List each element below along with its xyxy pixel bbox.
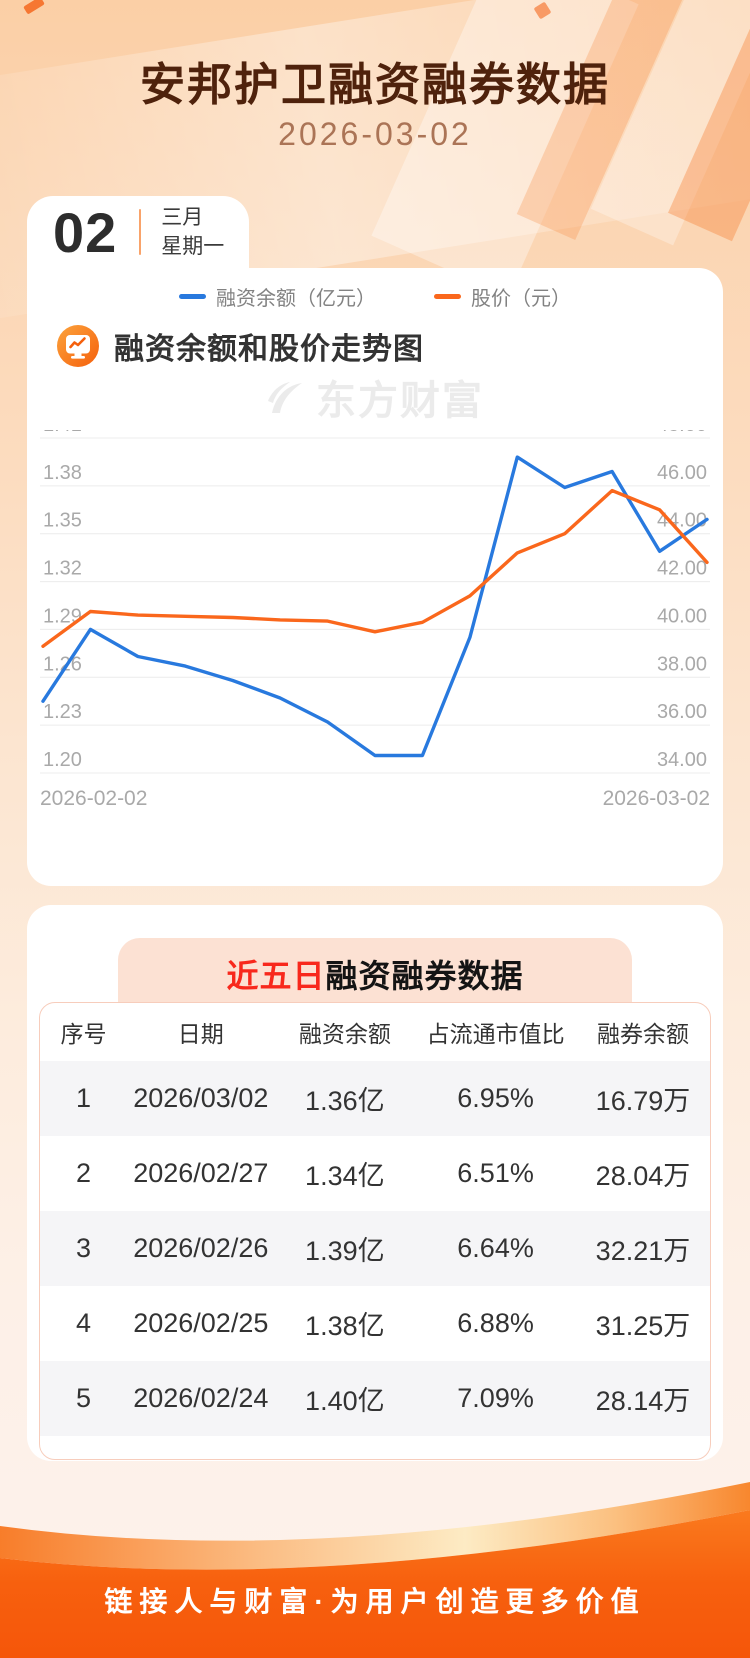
legend-label: 融资余额（亿元） [216, 288, 376, 310]
chart-title: 融资余额和股价走势图 [114, 333, 424, 366]
table-cell: 2 [76, 1158, 92, 1188]
svg-text:1.32: 1.32 [43, 558, 82, 580]
table-cell: 32.21万 [595, 1236, 691, 1266]
table-cell: 31.25万 [595, 1311, 691, 1341]
svg-text:46.00: 46.00 [657, 462, 707, 484]
eastmoney-logo-icon [268, 382, 302, 413]
date-badge: 02 三月 星期一 [27, 196, 249, 268]
chart-card: 融资余额和股价走势图 东方财富 1.4148.001.3846.001.3544… [27, 268, 723, 886]
table-cell: 2026/02/26 [133, 1233, 269, 1263]
table-cell: 1.36亿 [305, 1086, 385, 1116]
date-badge-day: 02 [53, 200, 118, 264]
bg-corner-dash [533, 1, 552, 20]
svg-text:1.23: 1.23 [43, 701, 82, 723]
page-date: 2026-03-02 [278, 116, 472, 152]
banner-text: 融资融券数据 [325, 958, 524, 994]
col-header-market-cap-ratio: 占流通市值比 [426, 1021, 565, 1047]
footer: 链接人与财富·为用户创造更多价值 [0, 1480, 750, 1658]
table-cell: 1 [76, 1083, 92, 1113]
chart-legend: 融资余额（亿元） 股价（元） [27, 282, 723, 311]
table-row: 5 2026/02/24 1.40亿 7.09% 28.14万 [40, 1361, 710, 1436]
date-badge-divider [139, 209, 142, 255]
svg-text:36.00: 36.00 [657, 701, 707, 723]
trend-chart: 1.4148.001.3846.001.3544.001.3242.001.29… [40, 430, 710, 810]
footer-slogan: 链接人与财富·为用户创造更多价值 [104, 1586, 646, 1617]
table-section: 近五日融资融券数据 东方财富 序号 日期 融资余额 占流通市值比 融券余额 12… [27, 905, 723, 1461]
col-header-margin-balance: 融资余额 [298, 1021, 391, 1047]
chart-monitor-icon [57, 325, 99, 367]
table-cell: 2026/02/24 [133, 1383, 269, 1413]
legend-item: 融资余额（亿元） [179, 282, 376, 311]
table-cell: 6.95% [457, 1083, 534, 1113]
table-cell: 6.88% [457, 1308, 534, 1338]
svg-text:34.00: 34.00 [657, 749, 707, 771]
table-cell: 2026/03/02 [133, 1083, 269, 1113]
svg-text:1.41: 1.41 [43, 430, 82, 436]
col-header-short-balance: 融券余额 [596, 1021, 689, 1047]
chart-section-header: 融资余额和股价走势图 [57, 324, 424, 368]
table-cell: 4 [76, 1308, 92, 1338]
watermark: 东方财富 [27, 368, 723, 426]
table-cell: 2026/02/27 [133, 1158, 269, 1188]
table-cell: 1.34亿 [305, 1161, 385, 1191]
page-title: 安邦护卫融资融券数据 [139, 59, 610, 110]
svg-text:2026-02-02: 2026-02-02 [40, 787, 147, 810]
date-badge-weekday: 星期一 [161, 235, 225, 258]
table-cell: 7.09% [457, 1383, 534, 1413]
table-header-row: 序号 日期 融资余额 占流通市值比 融券余额 [40, 1003, 710, 1061]
table-cell: 2026/02/25 [133, 1308, 269, 1338]
table-cell: 1.38亿 [305, 1311, 385, 1341]
svg-text:2026-03-02: 2026-03-02 [603, 787, 710, 810]
svg-text:1.20: 1.20 [43, 749, 82, 771]
col-header-date: 日期 [177, 1021, 224, 1047]
legend-item: 股价（元） [434, 282, 571, 311]
table-cell: 28.04万 [595, 1161, 691, 1191]
table-row: 3 2026/02/26 1.39亿 6.64% 32.21万 [40, 1211, 710, 1286]
bg-corner-dash [23, 0, 45, 15]
table-cell: 5 [76, 1383, 92, 1413]
col-header-index: 序号 [60, 1021, 107, 1047]
table-row: 1 2026/03/02 1.36亿 6.95% 16.79万 [40, 1061, 710, 1136]
footer-wave [0, 1482, 750, 1658]
table-cell: 3 [76, 1233, 92, 1263]
date-badge-month: 三月 [161, 205, 204, 229]
data-table-card: 东方财富 序号 日期 融资余额 占流通市值比 融券余额 12026/03/021… [39, 1002, 711, 1460]
table-cell: 6.51% [457, 1158, 534, 1188]
legend-label: 股价（元） [471, 288, 571, 310]
table-cell: 16.79万 [595, 1086, 691, 1116]
table-body: 1 2026/03/02 1.36亿 6.95% 16.79万 2 2026/02/27 1.… [40, 1061, 710, 1436]
svg-text:42.00: 42.00 [657, 558, 707, 580]
svg-text:1.38: 1.38 [43, 462, 82, 484]
svg-text:48.00: 48.00 [657, 430, 707, 436]
table-row: 4 2026/02/25 1.38亿 6.88% 31.25万 [40, 1286, 710, 1361]
legend-swatch [179, 294, 206, 299]
table-cell: 28.14万 [595, 1386, 691, 1416]
svg-text:38.00: 38.00 [657, 653, 707, 675]
date-badge-calendar: 三月 星期一 [161, 203, 224, 262]
legend-swatch [434, 294, 461, 299]
table-cell: 6.64% [457, 1233, 534, 1263]
svg-text:1.29: 1.29 [43, 605, 82, 627]
table-row: 2 2026/02/27 1.34亿 6.51% 28.04万 [40, 1136, 710, 1211]
table-cell: 1.39亿 [305, 1236, 385, 1266]
table-cell: 1.40亿 [305, 1386, 385, 1416]
svg-text:1.35: 1.35 [43, 510, 82, 532]
banner-highlight: 近五日 [226, 958, 326, 994]
svg-text:40.00: 40.00 [657, 605, 707, 627]
watermark-text: 东方财富 [316, 379, 484, 423]
